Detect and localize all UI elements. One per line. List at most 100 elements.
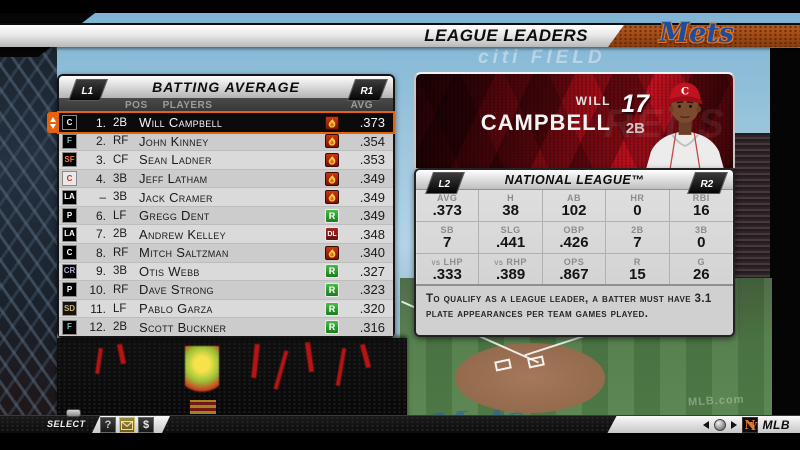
disabled-list-icon: DL bbox=[325, 227, 339, 242]
stat-label: G bbox=[697, 256, 706, 267]
rank: 8. bbox=[95, 245, 106, 260]
table-row[interactable]: CR 9. 3B Otis Webb R .327 bbox=[59, 261, 393, 281]
flame-icon bbox=[325, 134, 339, 149]
stat-label: vs RHP bbox=[494, 256, 527, 267]
position: 2B bbox=[113, 321, 128, 334]
batting-average: .320 bbox=[359, 301, 385, 317]
team-logo-dodgers: LA bbox=[62, 189, 77, 205]
team-logo-dodgers: LA bbox=[62, 226, 77, 242]
position: LF bbox=[113, 209, 127, 222]
table-row[interactable]: SD 11. LF Pablo Garza R .320 bbox=[59, 298, 393, 318]
stat-value: 38 bbox=[502, 202, 519, 219]
stat-value: .333 bbox=[432, 265, 462, 283]
table-row[interactable]: F 2. RF John Kinney .354 bbox=[59, 131, 393, 151]
scroll-up-icon[interactable] bbox=[49, 116, 56, 122]
scoreboard-logo-text bbox=[190, 400, 216, 414]
stat-cell: AVG .373 bbox=[416, 190, 480, 222]
stat-label: SB bbox=[440, 225, 454, 236]
rank: 3. bbox=[95, 152, 106, 167]
prev-arrow-icon[interactable] bbox=[702, 421, 709, 429]
team-logo-reds: C bbox=[62, 115, 77, 131]
stat-value: 102 bbox=[561, 202, 587, 219]
player-name: Sean Ladner bbox=[139, 152, 212, 168]
stat-label: 2B bbox=[631, 225, 644, 236]
table-row[interactable]: C 4. 3B Jeff Latham .349 bbox=[59, 168, 393, 188]
table-row[interactable]: P 6. LF Gregg Dent R .349 bbox=[59, 205, 393, 225]
letterbox-bottom bbox=[0, 433, 800, 450]
team-logo-rockies: CR bbox=[62, 263, 77, 279]
letterbox-top bbox=[0, 0, 800, 13]
player-name: Will Campbell bbox=[139, 115, 223, 131]
position: RF bbox=[113, 135, 129, 148]
scroll-down-icon[interactable] bbox=[49, 123, 56, 129]
mlb-label: MLB bbox=[762, 418, 790, 432]
stat-value: 26 bbox=[692, 265, 710, 283]
next-arrow-icon[interactable] bbox=[730, 421, 737, 429]
mail-icon[interactable] bbox=[119, 417, 135, 433]
stat-cell: vs LHP .333 bbox=[416, 252, 480, 284]
stat-cell: SB 7 bbox=[416, 221, 480, 253]
stat-value: 7 bbox=[633, 234, 642, 252]
flame-icon bbox=[325, 171, 339, 186]
table-row[interactable]: C 8. RF Mitch Saltzman .340 bbox=[59, 243, 393, 262]
stat-value: 16 bbox=[692, 202, 710, 219]
table-row[interactable]: F 12. 2B Scott Buckner R .316 bbox=[59, 317, 393, 336]
position: 2B bbox=[113, 116, 128, 129]
team-logo-cubs: C bbox=[62, 171, 77, 187]
stat-label: HR bbox=[630, 193, 645, 203]
player-name: Jack Cramer bbox=[139, 189, 213, 205]
money-icon[interactable]: $ bbox=[138, 417, 154, 433]
rested-icon: R bbox=[325, 282, 339, 297]
team-logo-padres: SD bbox=[62, 301, 77, 317]
stats-grid: AVG .373 H 38 AB 102 HR 0 RBI 16 SB 7 SLG .441 OBP .426… bbox=[416, 190, 733, 284]
team-logo-marlins: F bbox=[62, 133, 77, 149]
rank: – bbox=[99, 190, 106, 205]
table-row[interactable]: LA –3B Jack Cramer .349 bbox=[59, 187, 393, 206]
stat-label: R bbox=[633, 256, 641, 267]
rank: 1. bbox=[95, 115, 106, 130]
help-icon[interactable]: ? bbox=[100, 417, 116, 433]
select-button-icon bbox=[66, 409, 81, 417]
position: RF bbox=[113, 283, 129, 296]
l1-bumper-button[interactable]: L1 bbox=[67, 79, 108, 101]
table-row[interactable]: SF 3. CF Sean Ladner .353 bbox=[59, 150, 393, 169]
table-row[interactable]: LA 7. 2B Andrew Kelley DL .348 bbox=[59, 224, 393, 244]
player-portrait: C bbox=[646, 82, 724, 168]
player-name: Mitch Saltzman bbox=[139, 245, 229, 261]
stat-cell: R 15 bbox=[606, 252, 670, 284]
selection-scroll-tab[interactable] bbox=[47, 112, 58, 133]
rested-icon: R bbox=[325, 320, 339, 335]
stick-ball-icon[interactable] bbox=[713, 419, 726, 431]
select-label: SELECT bbox=[47, 419, 86, 429]
batting-average: .316 bbox=[359, 319, 385, 335]
stat-value: .373 bbox=[432, 202, 462, 219]
column-players: PLAYERS bbox=[162, 100, 213, 111]
position: 3B bbox=[113, 265, 128, 278]
stat-cell: vs RHP .389 bbox=[479, 252, 543, 284]
table-row[interactable]: P 10. RF Dave Strong R .323 bbox=[59, 280, 393, 299]
stat-cell: SLG .441 bbox=[479, 221, 543, 253]
team-logo-reds: C bbox=[62, 245, 77, 261]
r1-bumper-button[interactable]: R1 bbox=[347, 79, 389, 101]
stat-value: 15 bbox=[629, 265, 646, 283]
position: 3B bbox=[113, 172, 128, 185]
player-position: 2B bbox=[625, 120, 645, 137]
stat-label: vs LHP bbox=[431, 256, 463, 267]
rank: 7. bbox=[95, 227, 106, 242]
stat-cell: OBP .426 bbox=[542, 221, 607, 253]
player-name: Scott Buckner bbox=[139, 319, 227, 335]
stat-label: H bbox=[507, 193, 515, 203]
flame-icon bbox=[325, 190, 339, 205]
player-name: Dave Strong bbox=[139, 282, 214, 298]
stadium-structure bbox=[0, 13, 57, 433]
rested-icon: R bbox=[325, 208, 339, 223]
team-logo-phillies: P bbox=[62, 208, 77, 224]
team-accent-band bbox=[608, 25, 800, 47]
player-name: Jeff Latham bbox=[139, 171, 208, 187]
stat-label: SLG bbox=[500, 225, 521, 236]
table-row[interactable]: C 1. 2B Will Campbell .373 bbox=[59, 113, 393, 132]
player-card: REDS WILL CAMPBELL 17 2B C bbox=[414, 72, 735, 168]
stadium-dark-edge bbox=[770, 48, 800, 450]
column-pos: POS bbox=[125, 100, 148, 111]
